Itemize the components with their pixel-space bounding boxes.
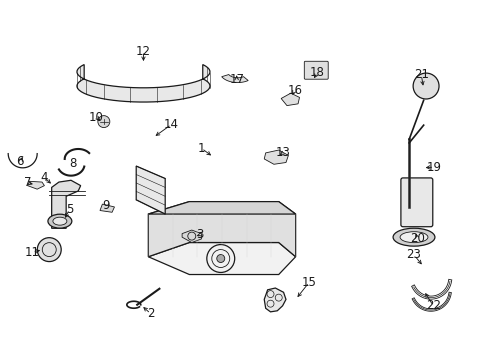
Polygon shape	[136, 166, 165, 214]
Text: 20: 20	[409, 232, 424, 245]
Ellipse shape	[399, 232, 427, 243]
Text: 11: 11	[25, 246, 40, 258]
Text: 2: 2	[147, 307, 154, 320]
Text: 23: 23	[406, 248, 421, 261]
Text: 6: 6	[16, 155, 24, 168]
Ellipse shape	[53, 217, 67, 225]
Circle shape	[412, 73, 438, 99]
Text: 13: 13	[275, 146, 290, 159]
Circle shape	[37, 238, 61, 262]
Text: 7: 7	[24, 176, 31, 189]
Polygon shape	[148, 202, 295, 257]
Ellipse shape	[392, 228, 434, 246]
Circle shape	[216, 255, 224, 262]
Polygon shape	[148, 202, 295, 214]
Text: 4: 4	[41, 171, 48, 184]
Text: 5: 5	[66, 203, 73, 216]
Polygon shape	[52, 180, 80, 228]
Text: 14: 14	[164, 118, 179, 131]
Polygon shape	[100, 204, 114, 212]
Text: 17: 17	[229, 73, 244, 86]
Text: 16: 16	[287, 84, 302, 97]
Text: 10: 10	[89, 111, 104, 124]
Ellipse shape	[48, 214, 72, 228]
Text: 21: 21	[413, 68, 428, 81]
Polygon shape	[221, 75, 248, 82]
Text: 3: 3	[196, 228, 203, 241]
Text: 1: 1	[197, 142, 205, 155]
Polygon shape	[148, 242, 295, 275]
Circle shape	[98, 116, 109, 127]
Text: 8: 8	[69, 157, 76, 170]
Polygon shape	[264, 150, 288, 164]
Text: 18: 18	[309, 66, 324, 79]
FancyBboxPatch shape	[400, 178, 432, 227]
Text: 9: 9	[102, 199, 110, 212]
Polygon shape	[281, 93, 299, 106]
FancyBboxPatch shape	[303, 61, 328, 79]
Text: 19: 19	[426, 161, 441, 174]
Text: 12: 12	[136, 45, 151, 58]
Polygon shape	[264, 288, 286, 312]
Polygon shape	[28, 181, 45, 189]
Text: 22: 22	[425, 299, 440, 312]
Text: 15: 15	[301, 276, 316, 289]
Polygon shape	[182, 230, 201, 242]
Polygon shape	[77, 65, 210, 102]
